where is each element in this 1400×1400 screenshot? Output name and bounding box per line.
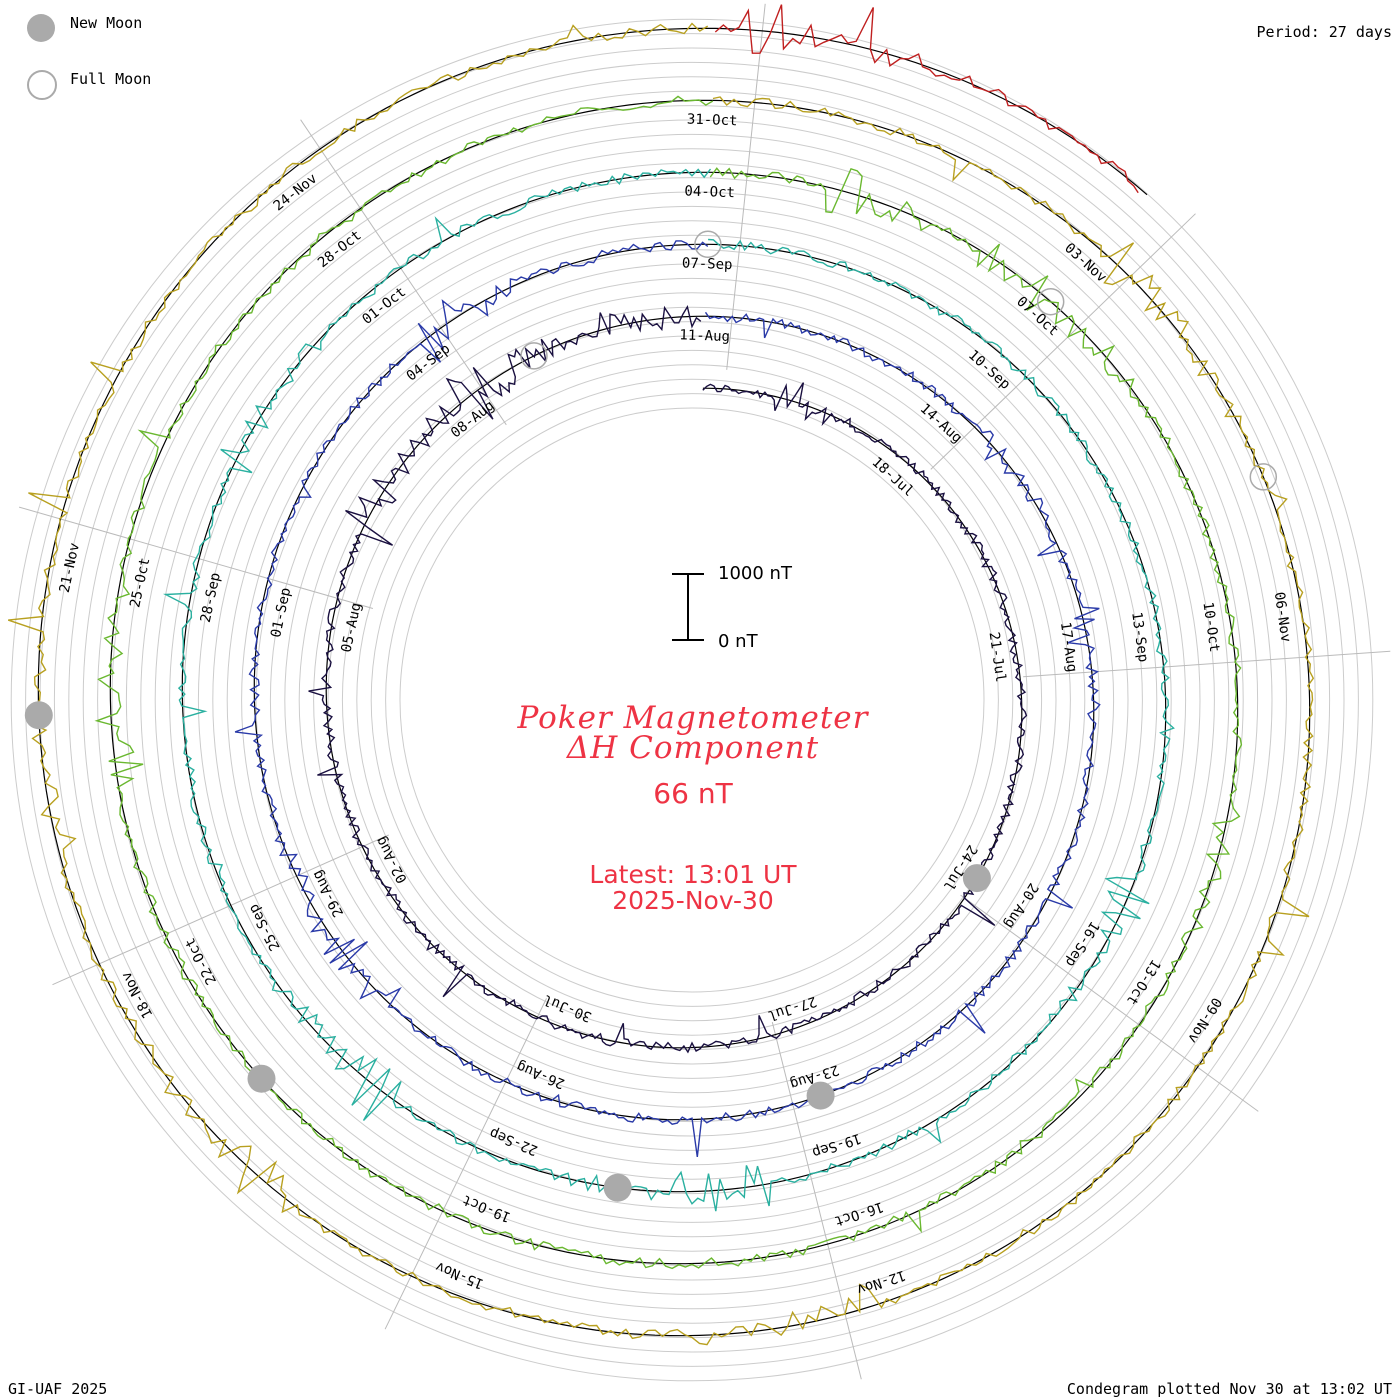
new-moon-legend-icon — [27, 14, 55, 42]
date-label: 17-Aug — [1057, 621, 1080, 673]
grid-ring — [68, 76, 1316, 1324]
date-label: 10-Sep — [965, 347, 1013, 393]
date-label: 06-Nov — [1271, 591, 1294, 643]
scale-bottom-label: 0 nT — [718, 631, 758, 652]
date-label: 10-Oct — [1199, 601, 1222, 653]
date-label: 16-Oct — [832, 1198, 885, 1229]
latest-date: 2025-Nov-30 — [612, 886, 774, 915]
day-spoke — [52, 834, 389, 986]
chart-title: Poker Magnetometer — [517, 700, 869, 736]
date-label: 04-Oct — [684, 183, 735, 201]
full-moon-marker — [694, 230, 722, 259]
credit-label: GI-UAF 2025 — [8, 1380, 108, 1398]
grid-ring — [284, 292, 1100, 1108]
trace-rotation-3 — [162, 168, 1175, 1212]
date-label: 12-Nov — [855, 1267, 908, 1298]
grid-ring — [140, 148, 1244, 1252]
full-moon-legend-icon — [27, 70, 57, 100]
trace-rotation-1 — [308, 304, 1028, 1054]
grid-ring — [97, 105, 1287, 1295]
date-label: 19-Sep — [810, 1130, 863, 1161]
trace-rotation-4 — [94, 95, 1243, 1270]
grid-ring — [111, 119, 1273, 1281]
date-label: 11-Aug — [679, 327, 730, 345]
grid-ring — [385, 393, 999, 1007]
date-label: 18-Jul — [869, 454, 917, 500]
date-label: 03-Nov — [1061, 240, 1109, 286]
trace-rotation-2 — [234, 240, 1101, 1157]
grid-ring — [154, 162, 1230, 1238]
new-moon-marker — [806, 1081, 835, 1110]
baseline-spiral — [37, 27, 1311, 1337]
grid-ring — [25, 33, 1359, 1367]
trace-rotation-5 — [7, 22, 1315, 1346]
grid-ring — [298, 306, 1086, 1094]
grid-ring — [255, 263, 1129, 1137]
full-moon-marker — [520, 342, 548, 370]
new-moon-marker — [603, 1173, 632, 1202]
date-label: 13-Sep — [1128, 611, 1151, 663]
grid-ring — [169, 177, 1215, 1223]
grid-ring — [341, 349, 1043, 1051]
new-moon-marker — [247, 1064, 276, 1093]
grid-ring — [125, 133, 1259, 1267]
date-label: 21-Jul — [986, 631, 1009, 683]
day-spoke — [960, 894, 1259, 1112]
grid-ring — [241, 249, 1143, 1151]
current-value: 66 nT — [653, 777, 733, 810]
scale-bar — [672, 573, 704, 641]
grid-ring — [82, 90, 1302, 1310]
magnetometer-traces — [7, 4, 1315, 1346]
grid-rings — [10, 18, 1374, 1382]
trace-rotation-6 — [714, 4, 1139, 194]
date-label: 07-Sep — [682, 255, 733, 273]
grid-ring — [10, 18, 1374, 1382]
date-label: 31-Oct — [687, 112, 738, 130]
grid-ring — [356, 364, 1028, 1036]
chart-subtitle: ΔH Component — [566, 730, 820, 766]
period-label: Period: 27 days — [1256, 23, 1392, 41]
grid-ring — [313, 321, 1071, 1079]
new-moon-marker — [962, 864, 991, 893]
full-moon-legend-label: Full Moon — [70, 70, 152, 88]
new-moon-legend-label: New Moon — [70, 14, 143, 32]
day-spoke — [726, 3, 766, 370]
day-spoke — [771, 1021, 862, 1380]
plotted-timestamp: Condegram plotted Nov 30 at 13:02 UT — [1066, 1380, 1392, 1398]
date-label: 14-Aug — [917, 401, 965, 447]
baseline-spiral-path — [37, 27, 1311, 1337]
full-moon-marker — [1249, 463, 1278, 491]
new-moon-marker — [24, 701, 53, 730]
full-moon-marker — [1036, 287, 1065, 316]
grid-ring — [183, 191, 1201, 1209]
grid-ring — [212, 220, 1172, 1180]
grid-ring — [327, 335, 1057, 1065]
grid-ring — [197, 205, 1187, 1195]
grid-ring — [370, 378, 1014, 1022]
scale-top-label: 1000 nT — [718, 563, 792, 584]
day-spoke — [384, 998, 547, 1330]
moon-markers — [24, 230, 1278, 1202]
latest-time: Latest: 13:01 UT — [589, 860, 797, 889]
grid-ring — [399, 407, 985, 993]
day-spoke — [300, 119, 507, 426]
day-spokes — [18, 3, 1391, 1380]
grid-ring — [226, 234, 1158, 1166]
day-spoke — [1023, 650, 1391, 678]
